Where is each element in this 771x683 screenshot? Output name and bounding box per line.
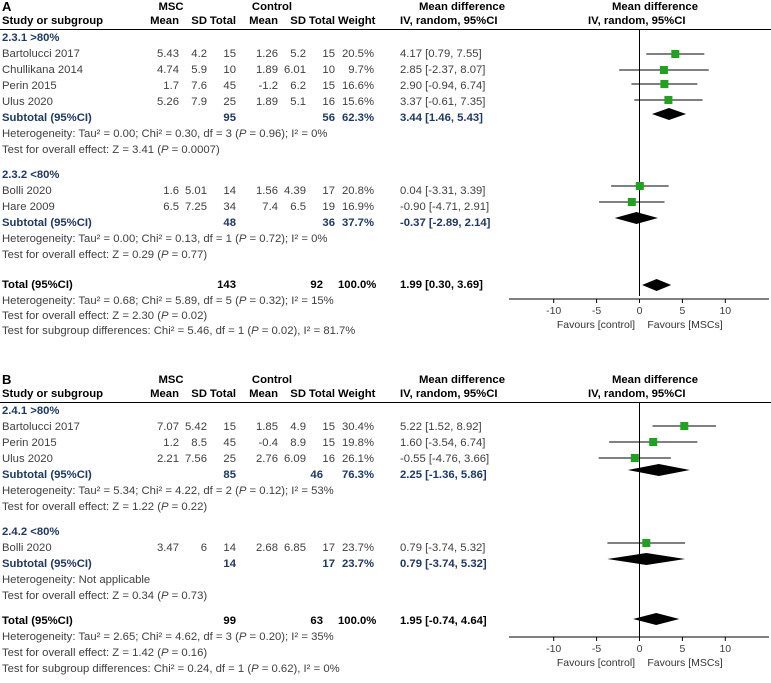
svg-text:0: 0 — [637, 643, 643, 655]
svg-text:Favours [control]: Favours [control] — [557, 319, 635, 331]
svg-text:-10: -10 — [546, 305, 561, 317]
svg-text:0: 0 — [637, 305, 643, 317]
svg-text:-10: -10 — [546, 643, 561, 655]
svg-text:Favours [control]: Favours [control] — [557, 657, 635, 669]
svg-text:-5: -5 — [592, 305, 601, 317]
svg-text:5: 5 — [679, 643, 685, 655]
svg-text:Favours [MSCs]: Favours [MSCs] — [647, 657, 722, 669]
svg-text:5: 5 — [679, 305, 685, 317]
svg-text:10: 10 — [719, 305, 731, 317]
svg-text:10: 10 — [719, 643, 731, 655]
svg-text:Favours [MSCs]: Favours [MSCs] — [647, 319, 722, 331]
svg-text:-5: -5 — [592, 643, 601, 655]
